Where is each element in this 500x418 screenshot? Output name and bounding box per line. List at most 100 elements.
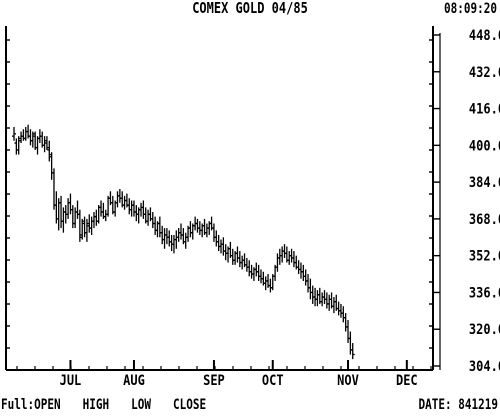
ohlc-bar xyxy=(204,223,209,238)
ohlc-bar xyxy=(12,126,16,141)
ohlc-bar xyxy=(115,191,120,208)
ohlc-bar xyxy=(303,269,308,286)
ohlc-bar xyxy=(66,198,71,219)
ohlc-bar xyxy=(235,246,240,263)
y-tick-label: 368.0 xyxy=(469,212,500,228)
mode-label: Full xyxy=(1,396,28,413)
ohlc-bar xyxy=(197,221,202,235)
ohlc-bar xyxy=(167,230,172,247)
ohlc-bar xyxy=(343,313,348,332)
ohlc-bar xyxy=(348,331,353,355)
y-tick-label: 432.0 xyxy=(469,65,500,81)
price-bars xyxy=(12,124,355,360)
ohlc-bar xyxy=(254,262,259,277)
field-close: CLOSE xyxy=(173,396,207,413)
ohlc-bar xyxy=(169,234,174,252)
ohlc-bar xyxy=(291,251,296,268)
ohlc-bar xyxy=(216,234,221,252)
ohlc-bar xyxy=(164,228,169,245)
y-tick-label: 448.0 xyxy=(469,28,500,44)
ohlc-bar xyxy=(117,189,122,203)
field-high: HIGH xyxy=(82,396,110,413)
y-tick-labels: 448.0 432.0 416.0 400.0 384.0 368.0 352.0 336.0… xyxy=(433,28,500,375)
month-tick-labels: JUL AUG SEP OCT NOV DEC xyxy=(60,360,418,389)
ohlc-bar xyxy=(179,223,184,240)
ohlc-bar xyxy=(258,269,263,284)
ohlc-bar xyxy=(42,136,47,153)
ohlc-bar xyxy=(221,237,226,256)
ohlc-bar xyxy=(70,205,75,229)
ohlc-bar xyxy=(14,138,19,155)
chart-title: COMEX GOLD 04/85 xyxy=(192,0,308,17)
y-tick-label: 352.0 xyxy=(469,249,500,265)
ohlc-bar xyxy=(331,297,336,314)
clock-readout: 08:09:20 xyxy=(444,0,497,17)
ohlc-bar xyxy=(211,223,216,242)
ohlc-bar xyxy=(162,228,167,249)
ohlc-bar xyxy=(237,251,242,268)
ohlc-bar xyxy=(122,195,127,210)
ohlc-bar xyxy=(49,152,54,180)
ohlc-bar xyxy=(350,343,355,360)
ohlc-bar xyxy=(327,294,332,311)
ohlc-bar xyxy=(16,136,21,155)
ohlc-bar xyxy=(89,216,94,235)
ohlc-bar xyxy=(103,209,108,222)
ohlc-bar xyxy=(247,260,252,277)
ohlc-bar xyxy=(346,320,351,344)
ohlc-bar xyxy=(308,278,313,300)
y-tick-label: 336.0 xyxy=(469,285,500,301)
ohlc-bar xyxy=(249,264,254,279)
ohlc-bar xyxy=(268,278,273,293)
ohlc-bar xyxy=(313,287,318,307)
ohlc-bar xyxy=(338,303,343,318)
field-legend: Full:OPEN HIGH LOW CLOSE xyxy=(1,398,206,412)
ohlc-bar xyxy=(59,195,64,229)
ohlc-bar xyxy=(51,168,56,210)
ohlc-bar xyxy=(256,264,261,281)
ohlc-bar xyxy=(139,202,144,217)
date-readout: DATE: 841219 xyxy=(419,398,499,412)
ohlc-bar xyxy=(298,262,303,279)
ohlc-bar xyxy=(73,207,78,229)
ohlc-bar xyxy=(94,209,99,226)
ohlc-bar xyxy=(188,221,193,238)
ohlc-bar xyxy=(82,216,87,238)
ohlc-bar xyxy=(301,264,306,281)
ohlc-bar xyxy=(315,290,320,307)
month-tick-label: AUG xyxy=(123,373,145,389)
ohlc-bar xyxy=(150,211,155,229)
y-tick-label: 416.0 xyxy=(469,102,500,118)
ohlc-bar xyxy=(91,211,96,229)
ohlc-bar xyxy=(171,234,176,254)
ohlc-bar xyxy=(129,200,134,217)
ohlc-bar xyxy=(341,306,346,323)
date-value: 841219 xyxy=(458,396,498,413)
ohlc-bar xyxy=(183,232,188,249)
ohlc-bar xyxy=(160,225,165,245)
ohlc-bar xyxy=(30,131,35,148)
month-tick-label: JUL xyxy=(60,373,82,389)
ohlc-bar xyxy=(146,209,151,226)
ohlc-bar xyxy=(153,216,158,235)
y-tick-label: 304.0 xyxy=(469,359,500,375)
y-tick-label: 400.0 xyxy=(469,138,500,154)
ohlc-bar xyxy=(195,218,200,233)
ohlc-bar xyxy=(244,257,249,272)
ohlc-bar xyxy=(127,198,132,215)
ohlc-bar xyxy=(75,200,80,219)
ohlc-bar xyxy=(277,248,282,265)
ohlc-bar xyxy=(47,140,52,162)
ohlc-bar xyxy=(28,129,33,146)
ohlc-bar xyxy=(310,285,315,304)
ohlc-bar xyxy=(223,244,228,261)
ohlc-bar xyxy=(263,276,268,291)
ohlc-bar xyxy=(280,246,285,263)
ohlc-bar xyxy=(219,239,223,254)
month-tick-label: NOV xyxy=(337,373,359,389)
ohlc-bar xyxy=(44,136,49,150)
month-tick-label: DEC xyxy=(396,373,418,389)
ohlc-bar xyxy=(77,209,82,242)
